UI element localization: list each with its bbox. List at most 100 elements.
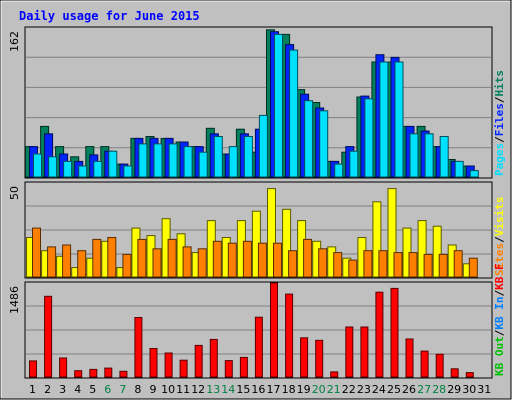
day-label-10: 10 [161, 383, 175, 396]
bar-sites-day-21 [333, 252, 343, 278]
bar-pages-day-7 [123, 165, 133, 178]
chart-panels: 162Pages/Files/Hits50Sites/Visits1486KB … [8, 26, 506, 379]
bar-pages-day-9 [153, 143, 163, 178]
bar-sites-day-27 [423, 253, 433, 278]
bar-sites-day-14 [227, 242, 237, 278]
bar-pages-day-17 [274, 33, 283, 178]
bar-sites-day-1 [32, 227, 41, 278]
bar-sites-day-19 [303, 238, 313, 278]
day-label-25: 25 [387, 383, 401, 396]
bar-sites-day-17 [273, 242, 282, 278]
bar-sites-day-23 [363, 250, 373, 278]
bar-pages-day-28 [439, 136, 449, 178]
bar-sites-day-20 [318, 248, 328, 278]
bar-kb-f-day-1 [29, 360, 37, 378]
bar-kb-f-day-18 [285, 293, 294, 378]
legend-kb-f: KB F [493, 263, 506, 290]
bar-pages-day-4 [78, 165, 88, 178]
day-label-15: 15 [236, 383, 250, 396]
bar-kb-f-day-22 [345, 326, 354, 378]
panel-scale-label: 162 [8, 31, 21, 52]
bar-sites-day-10 [167, 238, 177, 278]
bar-sites-day-8 [137, 238, 147, 278]
bar-kb-f-day-30 [465, 372, 474, 378]
bar-pages-day-30 [469, 170, 479, 178]
panel-2: 50 Sites/Visits [8, 181, 506, 279]
bar-kb-f-day-9 [149, 348, 158, 378]
bar-sites-day-7 [122, 253, 132, 278]
bar-pages-day-15 [243, 136, 253, 178]
bar-kb-f-day-29 [450, 368, 459, 378]
bar-visits-day-27 [417, 220, 427, 278]
day-label-9: 9 [150, 383, 157, 396]
legend-files: Files [493, 103, 506, 136]
bar-pages-day-20 [319, 110, 329, 178]
bar-sites-day-18 [288, 250, 298, 278]
day-label-2: 2 [44, 383, 51, 396]
bar-kb-f-day-12 [194, 344, 203, 378]
legend-separator: / [493, 96, 506, 103]
bar-sites-day-26 [408, 252, 418, 278]
day-label-17: 17 [267, 383, 281, 396]
bar-sites-day-15 [242, 240, 252, 278]
bar-kb-f-day-23 [360, 326, 369, 378]
bar-kb-f-day-20 [315, 339, 324, 378]
bar-kb-f-day-3 [59, 357, 68, 378]
bar-kb-f-day-16 [254, 316, 263, 378]
bar-kb-f-day-26 [405, 338, 414, 378]
bar-kb-f-day-11 [179, 359, 188, 378]
day-label-20: 20 [312, 383, 326, 396]
bar-sites-day-4 [77, 250, 87, 278]
day-label-22: 22 [342, 383, 356, 396]
series-pages [33, 33, 479, 178]
bar-sites-day-28 [438, 253, 448, 278]
day-label-14: 14 [221, 383, 235, 396]
day-label-13: 13 [206, 383, 220, 396]
bar-sites-day-30 [468, 257, 478, 278]
legend-hits: Hits [493, 70, 506, 97]
day-label-12: 12 [191, 383, 205, 396]
legend-separator: / [493, 290, 506, 297]
bar-sites-day-9 [152, 248, 162, 278]
bar-sites-day-25 [393, 252, 403, 278]
legend-pages: Pages [493, 143, 506, 176]
day-label-6: 6 [104, 383, 111, 396]
bar-pages-day-24 [379, 61, 389, 178]
day-label-11: 11 [176, 383, 190, 396]
bar-visits-day-24 [372, 201, 382, 278]
bar-pages-day-11 [183, 146, 193, 178]
legend-separator: / [493, 329, 506, 336]
panel-legend: Pages/Files/Hits [493, 70, 506, 176]
day-label-16: 16 [251, 383, 265, 396]
chart-title: Daily usage for June 2015 [19, 9, 200, 23]
bar-pages-day-29 [454, 160, 464, 178]
bar-sites-day-3 [62, 244, 72, 278]
bar-kb-f-day-17 [270, 282, 278, 378]
bar-pages-day-13 [213, 136, 223, 178]
bar-pages-day-3 [63, 160, 73, 178]
bar-sites-day-2 [47, 246, 57, 278]
bar-pages-day-21 [334, 163, 344, 178]
day-label-27: 27 [417, 383, 431, 396]
bar-kb-f-day-5 [89, 368, 98, 378]
bar-kb-f-day-4 [74, 370, 83, 378]
bar-visits-day-17 [267, 188, 276, 278]
day-label-30: 30 [462, 383, 476, 396]
legend-visits: Visits [493, 197, 506, 237]
day-label-31: 31 [477, 383, 491, 396]
legend-kb-in: KB In [493, 297, 506, 330]
bar-pages-day-22 [349, 150, 359, 178]
bar-pages-day-10 [168, 143, 178, 178]
bar-visits-day-28 [432, 225, 442, 278]
bar-kb-f-day-13 [209, 338, 218, 378]
day-label-1: 1 [29, 383, 36, 396]
bar-kb-f-day-25 [390, 287, 399, 378]
day-label-29: 29 [447, 383, 461, 396]
day-label-3: 3 [59, 383, 66, 396]
bar-kb-f-day-27 [420, 350, 429, 378]
bar-sites-day-13 [212, 240, 222, 278]
day-label-5: 5 [89, 383, 96, 396]
legend-separator: / [493, 136, 506, 143]
